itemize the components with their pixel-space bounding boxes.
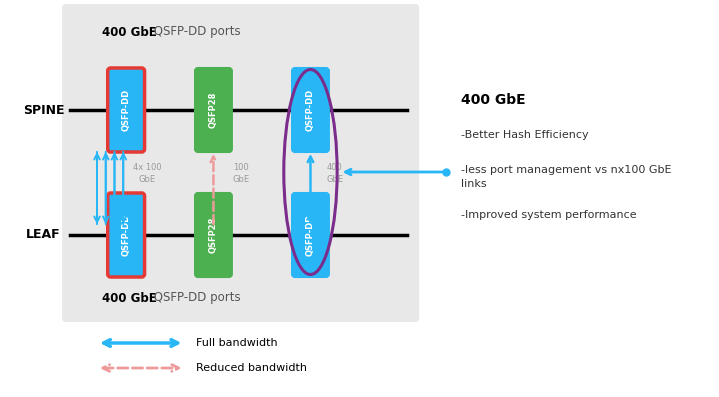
Text: QSFP28: QSFP28 bbox=[209, 92, 218, 128]
Text: GbE: GbE bbox=[326, 175, 343, 185]
FancyBboxPatch shape bbox=[292, 193, 329, 277]
Text: -Better Hash Efficiency: -Better Hash Efficiency bbox=[461, 130, 588, 140]
Text: QSFP-DD: QSFP-DD bbox=[122, 89, 131, 131]
Text: 400: 400 bbox=[327, 162, 343, 172]
Text: QSFP-DD: QSFP-DD bbox=[306, 214, 315, 256]
Text: Reduced bandwidth: Reduced bandwidth bbox=[196, 363, 307, 373]
Text: GbE: GbE bbox=[139, 175, 156, 185]
FancyBboxPatch shape bbox=[62, 4, 419, 322]
Text: QSFP-DD: QSFP-DD bbox=[306, 89, 315, 131]
Text: SPINE: SPINE bbox=[23, 104, 65, 116]
Text: -Improved system performance: -Improved system performance bbox=[461, 210, 636, 220]
FancyBboxPatch shape bbox=[292, 68, 329, 152]
Text: GbE: GbE bbox=[232, 175, 249, 185]
Text: LEAF: LEAF bbox=[27, 229, 61, 241]
Text: Full bandwidth: Full bandwidth bbox=[196, 338, 278, 348]
Text: QSFP28: QSFP28 bbox=[209, 217, 218, 253]
Text: QSFP-DD ports: QSFP-DD ports bbox=[150, 291, 241, 304]
Text: 400 GbE: 400 GbE bbox=[102, 291, 157, 304]
Text: 100: 100 bbox=[233, 162, 249, 172]
Text: QSFP-DD: QSFP-DD bbox=[122, 214, 131, 256]
FancyBboxPatch shape bbox=[195, 193, 232, 277]
FancyBboxPatch shape bbox=[108, 68, 145, 152]
Text: 400 GbE: 400 GbE bbox=[102, 25, 157, 39]
FancyBboxPatch shape bbox=[108, 193, 145, 277]
FancyBboxPatch shape bbox=[195, 68, 232, 152]
Text: -less port management vs nx100 GbE
links: -less port management vs nx100 GbE links bbox=[461, 165, 672, 189]
Text: QSFP-DD ports: QSFP-DD ports bbox=[150, 25, 241, 39]
Text: 4x 100: 4x 100 bbox=[133, 162, 162, 172]
Text: 400 GbE: 400 GbE bbox=[461, 93, 526, 107]
